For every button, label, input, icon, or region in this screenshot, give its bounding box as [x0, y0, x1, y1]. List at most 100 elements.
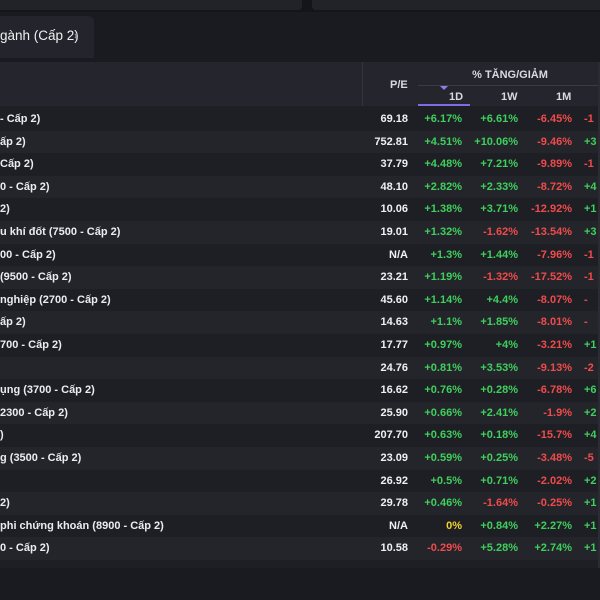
- change-1d: +0.97%: [424, 339, 462, 351]
- change-1m: -6.45%: [537, 113, 572, 125]
- change-1w: +0.28%: [480, 384, 518, 397]
- table-row[interactable]: ụng (3700 - Cấp 2) 16.62 +0.76% +0.28% -6.78…: [0, 379, 600, 402]
- change-1m: -2.02%: [537, 474, 572, 487]
- table-row[interactable]: ấp 2) 752.81 +4.51% +10.06% -9.46% +3: [0, 130, 600, 154]
- industry-name: 00 - Cấp 2): [0, 248, 56, 261]
- change-1m: -6.78%: [537, 384, 572, 397]
- change-1d: +2.82%: [424, 180, 462, 193]
- change-1d: 0%: [446, 519, 462, 532]
- tab-industry-level-2[interactable]: gành (Cấp 2) ⬍: [0, 16, 94, 58]
- change-next: +1: [584, 203, 597, 216]
- header-1d[interactable]: 1D: [449, 91, 464, 103]
- industry-name: 2): [0, 497, 10, 510]
- change-1m: -7.96%: [537, 248, 572, 261]
- change-1m: -8.01%: [537, 316, 572, 329]
- change-1m: -3.48%: [537, 452, 572, 464]
- industry-name: 2300 - Cấp 2): [0, 406, 68, 419]
- change-1m: -8.07%: [537, 293, 572, 306]
- change-1w: +0.25%: [480, 452, 518, 464]
- top-panel-right: [312, 0, 600, 10]
- industry-name: 700 - Cấp 2): [0, 339, 62, 351]
- change-next: +1: [584, 497, 597, 510]
- table-row[interactable]: 24.76 +0.81% +3.53% -9.13% -2: [0, 356, 600, 380]
- pe-value: 752.81: [374, 135, 408, 148]
- table-row[interactable]: ấp 2) 14.63 +1.1% +1.85% -8.01% -: [0, 311, 600, 334]
- table-row[interactable]: 0 - Cấp 2) 48.10 +2.82% +2.33% -8.72% +4: [0, 175, 600, 199]
- table-row[interactable]: 26.92 +0.5% +0.71% -2.02% +2: [0, 470, 600, 493]
- change-1w: +3.71%: [480, 203, 518, 216]
- industry-name: 0 - Cấp 2): [0, 542, 50, 555]
- change-1w: +6.61%: [480, 113, 518, 125]
- change-1d: +0.66%: [424, 406, 462, 419]
- header-1m[interactable]: 1M: [556, 91, 572, 103]
- header-change-group: % TĂNG/GIẢM: [472, 69, 548, 81]
- change-1w: +2.33%: [480, 180, 518, 193]
- change-1m: -1.9%: [543, 406, 572, 419]
- change-1m: -17.52%: [531, 271, 572, 284]
- pe-value: 17.77: [380, 339, 408, 351]
- change-1w: +0.71%: [480, 474, 518, 487]
- change-1d: +1.32%: [424, 226, 462, 238]
- change-1w: +4%: [495, 339, 518, 351]
- pe-value: 19.01: [380, 226, 408, 238]
- pe-value: 14.63: [380, 316, 408, 329]
- change-next: -1: [584, 113, 594, 125]
- pe-value: 45.60: [380, 293, 408, 306]
- header-pe[interactable]: P/E: [390, 79, 408, 91]
- change-1d: +6.17%: [424, 113, 462, 125]
- industry-name: u khí đốt (7500 - Cấp 2): [0, 226, 121, 238]
- table-row[interactable]: - Cấp 2) 69.18 +6.17% +6.61% -6.45% -1: [0, 108, 600, 131]
- pe-value: 207.70: [374, 429, 408, 442]
- industry-name: 2): [0, 203, 10, 216]
- change-next: -5: [584, 452, 594, 464]
- table-row[interactable]: (9500 - Cấp 2) 23.21 +1.19% -1.32% -17.52% -1: [0, 266, 600, 289]
- table-row[interactable]: 2) 29.78 +0.46% -1.64% -0.25% +1: [0, 492, 600, 515]
- change-1w: +4.4%: [486, 293, 519, 306]
- change-next: +4: [584, 429, 597, 442]
- industry-table: P/E % TĂNG/GIẢM 1D 1W 1M - Cấp 2) 69.18 +6…: [0, 62, 600, 568]
- change-1d: +1.14%: [424, 293, 462, 306]
- industry-name: phi chứng khoán (8900 - Cấp 2): [0, 519, 164, 532]
- change-1w: +7.21%: [480, 158, 518, 171]
- change-1m: +2.74%: [534, 542, 572, 555]
- change-1m: -12.92%: [531, 203, 572, 216]
- column-divider: [362, 62, 363, 106]
- change-next: -: [584, 316, 588, 329]
- table-row[interactable]: 00 - Cấp 2) N/A +1.3% +1.44% -7.96% -1: [0, 244, 600, 267]
- change-1w: -1.64%: [483, 497, 518, 510]
- change-next: -1: [584, 248, 594, 261]
- table-row[interactable]: Cấp 2) 37.79 +4.48% +7.21% -9.89% -1: [0, 153, 600, 176]
- header-1w[interactable]: 1W: [501, 91, 518, 103]
- change-1d: +4.51%: [424, 135, 462, 148]
- change-1m: -9.13%: [537, 361, 572, 374]
- change-next: +6: [584, 384, 597, 397]
- industry-name: ): [0, 429, 4, 442]
- change-1m: -3.21%: [537, 339, 572, 351]
- table-row[interactable]: nghiệp (2700 - Cấp 2) 45.60 +1.14% +4.4% -8.…: [0, 289, 600, 312]
- table-row[interactable]: ) 207.70 +0.63% +0.18% -15.7% +4: [0, 424, 600, 447]
- table-row[interactable]: 700 - Cấp 2) 17.77 +0.97% +4% -3.21% +1: [0, 334, 600, 357]
- pe-value: N/A: [389, 519, 408, 532]
- scrollbar-track[interactable]: [598, 62, 600, 568]
- tab-strip: gành (Cấp 2) ⬍: [0, 12, 600, 58]
- table-row[interactable]: g (3500 - Cấp 2) 23.09 +0.59% +0.25% -3.48% -…: [0, 447, 600, 470]
- table-header: P/E % TĂNG/GIẢM 1D 1W 1M: [0, 62, 600, 106]
- table-row[interactable]: 2) 10.06 +1.38% +3.71% -12.92% +1: [0, 198, 600, 221]
- change-1d: +4.48%: [424, 158, 462, 171]
- change-next: +1: [584, 339, 597, 351]
- table-row[interactable]: 2300 - Cấp 2) 25.90 +0.66% +2.41% -1.9% +2: [0, 401, 600, 425]
- change-1d: +1.1%: [430, 316, 463, 329]
- change-1m: -13.54%: [531, 226, 572, 238]
- sort-icon[interactable]: ⬍: [73, 32, 80, 41]
- change-1w: +0.18%: [480, 429, 518, 442]
- change-1d: +1.38%: [424, 203, 462, 216]
- table-row[interactable]: 0 - Cấp 2) 10.58 -0.29% +5.28% +2.74% +1: [0, 537, 600, 560]
- pe-value: 25.90: [380, 406, 408, 419]
- change-next: -1: [584, 271, 594, 284]
- industry-name: 0 - Cấp 2): [0, 180, 50, 193]
- table-row[interactable]: phi chứng khoán (8900 - Cấp 2) N/A 0% +0.84…: [0, 515, 600, 538]
- top-panel-left: [0, 0, 302, 10]
- table-row[interactable]: u khí đốt (7500 - Cấp 2) 19.01 +1.32% -1.62…: [0, 221, 600, 244]
- change-1w: +0.84%: [480, 519, 518, 532]
- change-1d: +0.46%: [424, 497, 462, 510]
